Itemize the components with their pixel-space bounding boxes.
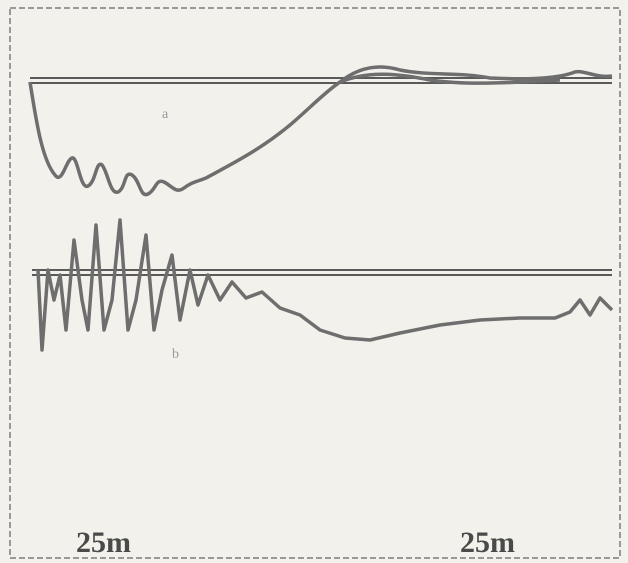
trace-b — [36, 218, 614, 352]
trace-a — [28, 65, 613, 197]
trace-a-ghost — [339, 72, 561, 85]
frame — [9, 7, 621, 559]
scale-label: 25m — [460, 526, 515, 559]
trace-label: a — [162, 107, 169, 122]
scale-label: 25m — [76, 526, 131, 559]
trace-label: b — [172, 347, 179, 362]
